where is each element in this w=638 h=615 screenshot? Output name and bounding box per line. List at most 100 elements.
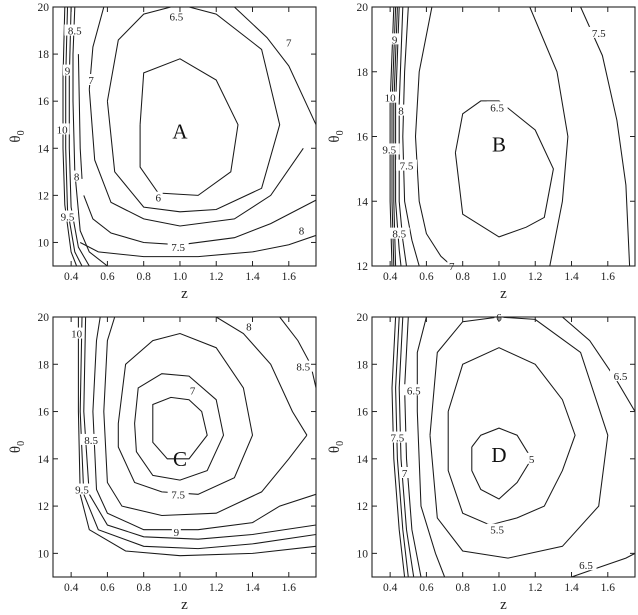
x-tick-label: 0.8 xyxy=(137,582,152,594)
contour-level-label: 7 xyxy=(190,385,196,397)
contour-line-5 xyxy=(471,427,533,500)
x-tick-label: 1.4 xyxy=(245,271,260,283)
contour-line-5.5 xyxy=(447,347,576,526)
contour-label-backing xyxy=(486,523,508,535)
x-axis-label: z xyxy=(500,597,507,613)
contour-level-label: 6.5 xyxy=(407,385,421,397)
contour-label-backing xyxy=(609,370,631,382)
contour-label-backing xyxy=(153,191,163,203)
y-tick-label: 14 xyxy=(357,454,369,466)
y-axis-label-subscript: 0 xyxy=(16,130,27,135)
y-axis-label-symbol: θ xyxy=(327,446,343,453)
x-tick-label: 1.2 xyxy=(209,271,224,283)
x-tick-label: 0.4 xyxy=(64,271,79,283)
contour-level-label: 9 xyxy=(392,34,398,46)
contour-level-label: 7.5 xyxy=(592,28,606,40)
x-tick-label: 1.2 xyxy=(209,582,224,594)
contour-level-label: 5 xyxy=(529,454,535,466)
contour-label-backing xyxy=(382,91,398,103)
y-tick-label: 12 xyxy=(357,261,369,273)
contour-line-8 xyxy=(103,411,308,517)
contour-level-label: 6.5 xyxy=(169,11,183,23)
contour-label-backing xyxy=(284,36,294,48)
contour-line-6.5 xyxy=(152,396,208,460)
contour-line-7 xyxy=(134,373,225,481)
contour-line-7 xyxy=(234,7,316,125)
contour-line-6.5 xyxy=(571,552,635,577)
panel-d: 55.566.56.56.577.50.40.60.81.01.21.41.61… xyxy=(327,311,636,613)
y-axis-label-subscript: 0 xyxy=(16,441,27,446)
contour-level-label: 8.5 xyxy=(392,229,406,241)
y-tick-label: 14 xyxy=(38,143,50,155)
x-tick-label: 1.0 xyxy=(173,271,188,283)
contour-label-backing xyxy=(486,101,508,113)
contour-level-label: 7 xyxy=(286,37,292,49)
x-tick-label: 1.4 xyxy=(564,582,579,594)
x-tick-label: 1.6 xyxy=(282,271,297,283)
contour-level-label: 9.5 xyxy=(382,144,396,156)
x-tick-label: 1.6 xyxy=(601,582,616,594)
contour-line-8 xyxy=(398,7,408,266)
contour-level-label: 7 xyxy=(402,468,408,480)
y-tick-label: 10 xyxy=(38,237,50,249)
contour-label-backing xyxy=(388,227,410,239)
x-tick-label: 0.6 xyxy=(419,271,434,283)
panel-b: 6.5 7 7.5 7.5 8 8.5 9 9.5 10 0.4 0.6 0.8 1.0 1.2 1.4 1.… xyxy=(327,2,636,302)
x-tick-label: 0.4 xyxy=(64,582,79,594)
contour-level-label: 10 xyxy=(57,124,69,136)
contour-level-label: 7.5 xyxy=(171,489,185,501)
x-axis-label: z xyxy=(181,597,188,613)
contour-level-label: 6 xyxy=(155,193,161,205)
x-tick-label: 0.4 xyxy=(383,271,398,283)
panel-a: 6 6.5 7 7 7.5 8 8 8.5 9 9.5 10 0.4 0.6 0.8 1.0 1.2 1.4 1.… xyxy=(8,2,317,302)
contour-line-6 xyxy=(139,58,239,196)
contour-label-backing xyxy=(296,224,306,236)
x-tick-label: 0.4 xyxy=(383,582,398,594)
contour-line-7.5 xyxy=(398,317,415,577)
contour-level-label: 7.5 xyxy=(391,433,405,445)
x-axis-label: z xyxy=(500,286,507,302)
contour-line-8.5 xyxy=(395,7,402,266)
y-tick-label: 20 xyxy=(38,2,50,14)
panel-label: D xyxy=(491,443,506,467)
x-tick-label: 0.6 xyxy=(100,271,115,283)
panel-label: C xyxy=(173,447,187,471)
contour-label-backing xyxy=(165,10,187,22)
contour-label-backing xyxy=(396,104,406,116)
contour-line-6 xyxy=(429,317,500,436)
y-tick-label: 14 xyxy=(357,196,369,208)
y-tick-label: 12 xyxy=(38,190,50,202)
y-tick-label: 12 xyxy=(38,501,50,513)
contour-label-backing xyxy=(72,170,82,182)
contour-level-label: 8.5 xyxy=(296,362,310,374)
contour-level-label: 6.5 xyxy=(614,371,628,383)
y-axis-label-subscript: 0 xyxy=(335,441,346,446)
x-tick-label: 0.8 xyxy=(456,582,471,594)
y-tick-label: 18 xyxy=(357,67,369,79)
y-axis-label-symbol: θ xyxy=(8,135,24,142)
contour-label-backing xyxy=(80,433,102,445)
x-tick-label: 1.0 xyxy=(492,271,507,283)
contour-line-10 xyxy=(77,317,316,557)
y-tick-label: 18 xyxy=(38,49,50,61)
contour-line-7 xyxy=(404,317,422,577)
x-tick-label: 1.0 xyxy=(492,582,507,594)
contour-lines xyxy=(391,317,635,577)
x-tick-label: 1.4 xyxy=(245,582,260,594)
contour-label-backing xyxy=(403,384,425,396)
contour-label-backing xyxy=(171,526,181,538)
contour-level-label: 5.5 xyxy=(490,525,504,537)
panel-label: A xyxy=(172,120,188,144)
x-tick-label: 1.2 xyxy=(528,271,543,283)
contour-label-backing xyxy=(69,327,85,339)
contour-line-8.5 xyxy=(279,317,316,389)
y-axis-label-symbol: θ xyxy=(8,446,24,453)
contour-label-backing xyxy=(390,33,400,45)
contour-label-backing xyxy=(167,488,189,500)
y-tick-label: 12 xyxy=(357,501,369,513)
y-tick-label: 20 xyxy=(38,312,50,324)
x-tick-label: 1.6 xyxy=(282,582,297,594)
y-axis-label-subscript: 0 xyxy=(335,130,346,135)
contour-level-label: 8 xyxy=(398,106,404,118)
